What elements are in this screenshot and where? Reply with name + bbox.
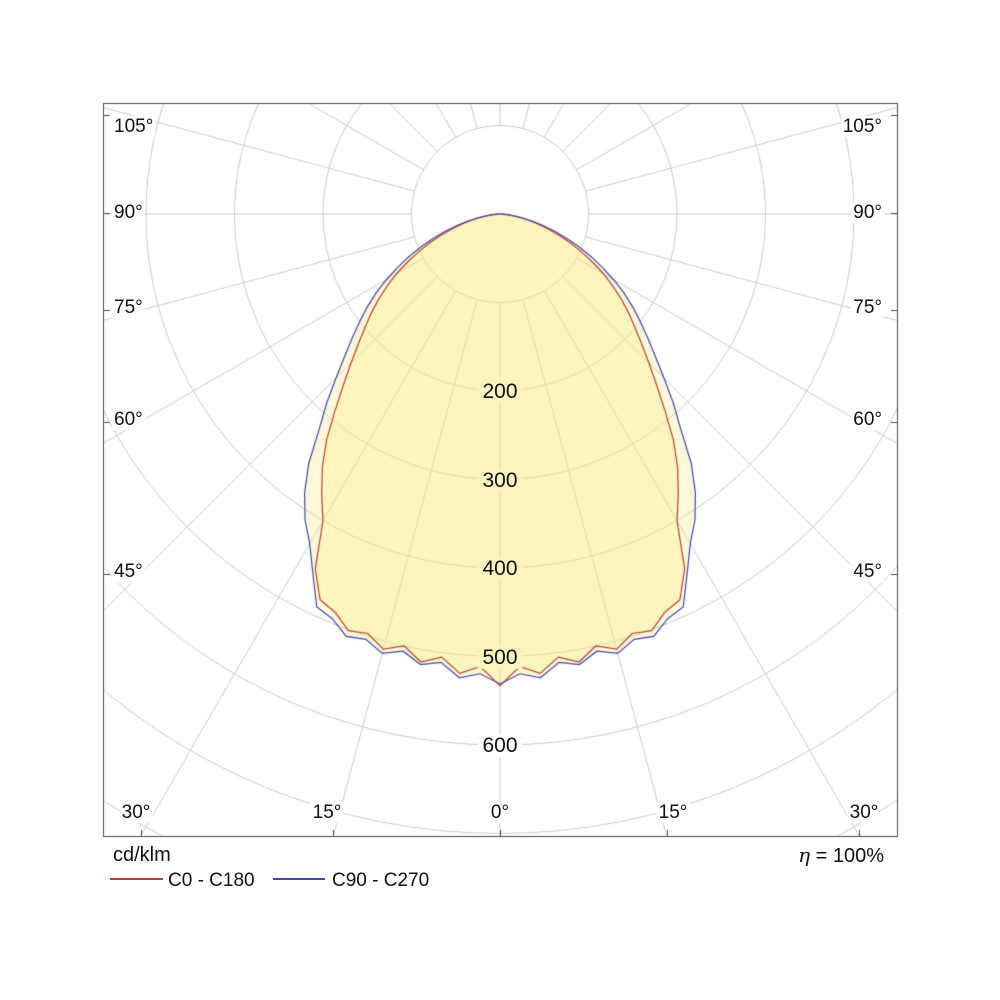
angle-label-right-90: 90° <box>851 202 884 224</box>
ring-value-label-600: 600 <box>477 734 523 758</box>
angle-label-left-75: 75° <box>112 297 145 319</box>
legend-label-c90-c270: C90 - C270 <box>332 870 430 891</box>
ring-value-label-200: 200 <box>477 380 523 404</box>
legend-label-c0-c180: C0 - C180 <box>168 870 255 891</box>
ring-value-label-500: 500 <box>477 645 523 669</box>
efficiency-label: η = 100% <box>798 845 884 866</box>
angle-label-bottom-15: 15° <box>656 802 690 824</box>
angle-label-bottom-30: 30° <box>847 802 881 824</box>
angle-label-left-60: 60° <box>112 409 145 431</box>
angle-label-bottom-15: 15° <box>310 802 344 824</box>
legend-line-c0-c180 <box>110 878 163 880</box>
angle-label-bottom-0: 0° <box>488 802 512 824</box>
angle-label-left-105: 105° <box>112 116 156 138</box>
angle-label-bottom-30: 30° <box>119 802 153 824</box>
eta-value: = 100% <box>810 845 884 867</box>
angle-label-left-90: 90° <box>112 202 145 224</box>
angle-label-left-45: 45° <box>112 561 145 583</box>
legend-line-c90-c270 <box>273 878 325 880</box>
angle-label-right-45: 45° <box>851 561 884 583</box>
ring-value-label-300: 300 <box>477 468 523 492</box>
ring-value-label-400: 400 <box>477 557 523 581</box>
eta-symbol: η <box>798 843 811 867</box>
angle-label-right-60: 60° <box>851 409 884 431</box>
angle-label-right-105: 105° <box>840 116 884 138</box>
unit-label: cd/klm <box>113 844 171 866</box>
angle-label-right-75: 75° <box>851 297 884 319</box>
